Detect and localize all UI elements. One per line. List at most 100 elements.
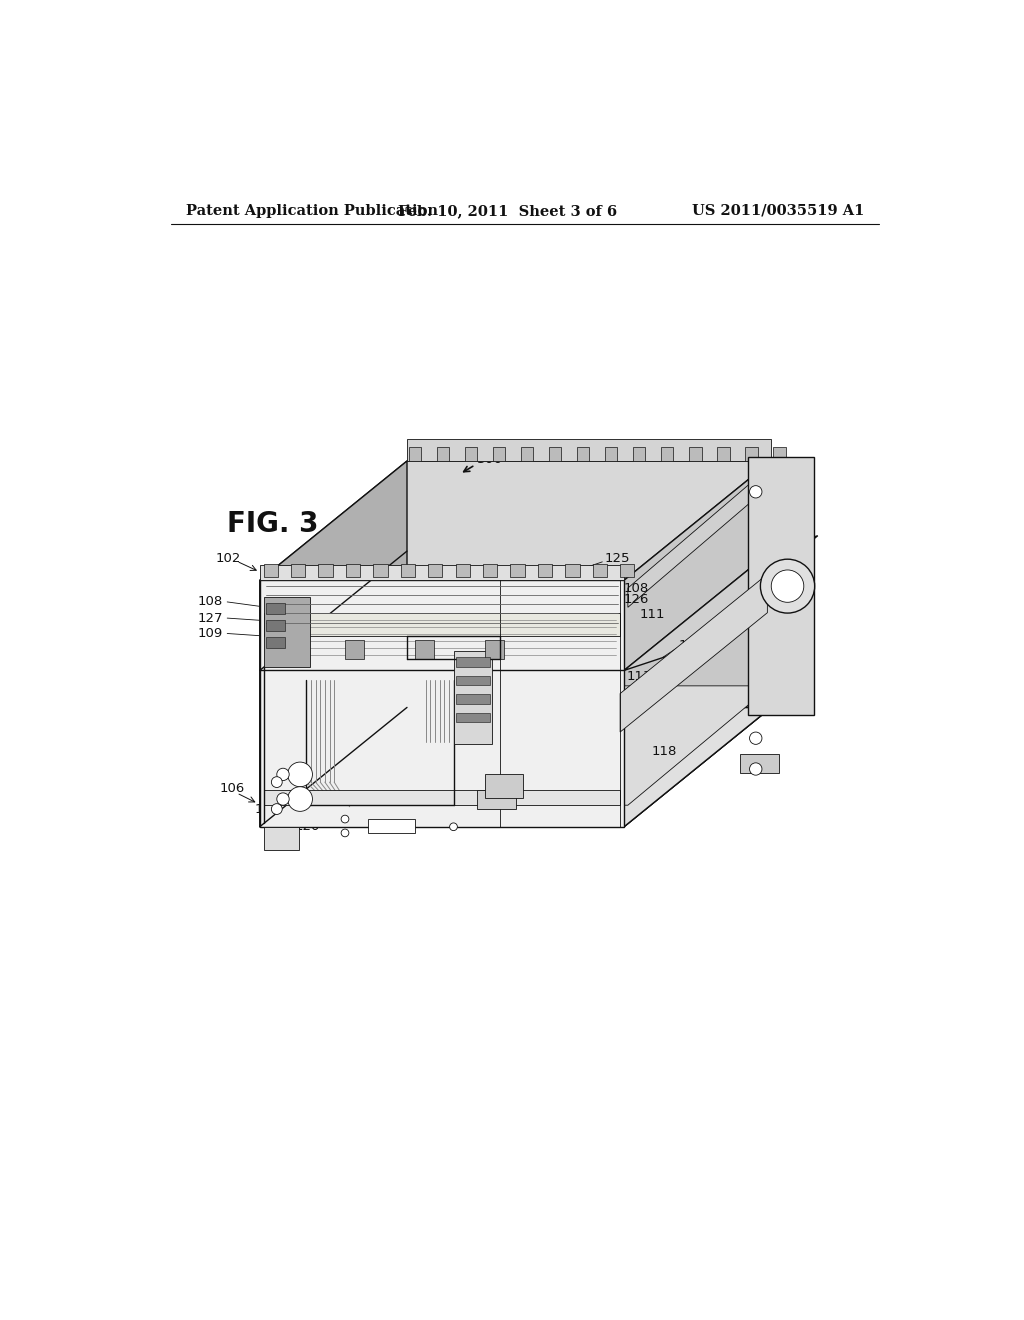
Text: 113: 113	[627, 671, 652, 684]
Circle shape	[750, 763, 762, 775]
Polygon shape	[456, 657, 489, 667]
Text: 118: 118	[651, 744, 677, 758]
Polygon shape	[740, 754, 779, 774]
Polygon shape	[538, 564, 552, 577]
Polygon shape	[628, 469, 767, 607]
Polygon shape	[263, 789, 621, 805]
Text: Feb. 10, 2011  Sheet 3 of 6: Feb. 10, 2011 Sheet 3 of 6	[398, 203, 617, 218]
Polygon shape	[456, 713, 489, 722]
Text: 116: 116	[508, 756, 534, 770]
Polygon shape	[477, 789, 515, 809]
Polygon shape	[633, 447, 645, 461]
Text: 117: 117	[458, 715, 483, 729]
Polygon shape	[318, 564, 333, 577]
Text: 109: 109	[477, 651, 502, 664]
Text: 110: 110	[430, 639, 456, 652]
Polygon shape	[428, 564, 442, 577]
Circle shape	[288, 787, 312, 812]
Polygon shape	[260, 461, 771, 581]
Circle shape	[450, 822, 458, 830]
Polygon shape	[577, 447, 590, 461]
Text: Patent Application Publication: Patent Application Publication	[186, 203, 438, 218]
Text: FIG. 3: FIG. 3	[227, 510, 318, 539]
Polygon shape	[689, 447, 701, 461]
Polygon shape	[260, 708, 771, 826]
Polygon shape	[374, 564, 388, 577]
Polygon shape	[484, 775, 523, 797]
Polygon shape	[549, 447, 561, 461]
Text: 113: 113	[271, 739, 297, 751]
Polygon shape	[456, 694, 489, 704]
Polygon shape	[483, 564, 498, 577]
Polygon shape	[415, 640, 434, 659]
Polygon shape	[621, 564, 635, 577]
Circle shape	[276, 793, 289, 805]
Polygon shape	[465, 447, 477, 461]
Text: 109: 109	[198, 627, 223, 640]
Polygon shape	[484, 640, 504, 659]
Polygon shape	[493, 447, 506, 461]
Text: 108: 108	[198, 595, 223, 609]
Circle shape	[271, 776, 283, 788]
Circle shape	[288, 762, 312, 787]
Polygon shape	[407, 440, 771, 461]
Polygon shape	[260, 581, 624, 826]
Polygon shape	[520, 447, 534, 461]
Text: 117: 117	[593, 735, 618, 748]
Polygon shape	[369, 818, 415, 833]
Polygon shape	[263, 597, 310, 667]
Text: 112: 112	[461, 664, 486, 677]
Polygon shape	[400, 564, 415, 577]
Polygon shape	[263, 826, 299, 850]
Polygon shape	[605, 447, 617, 461]
Text: 108: 108	[624, 582, 649, 594]
Polygon shape	[260, 461, 407, 826]
Text: 300: 300	[477, 451, 503, 466]
Text: 118: 118	[254, 803, 280, 816]
Polygon shape	[456, 676, 489, 685]
Polygon shape	[263, 612, 621, 636]
Text: 127: 127	[198, 611, 223, 624]
Polygon shape	[263, 564, 278, 577]
Polygon shape	[263, 686, 771, 805]
Polygon shape	[346, 564, 360, 577]
Polygon shape	[624, 536, 818, 671]
Text: 107: 107	[399, 643, 425, 656]
Circle shape	[341, 829, 349, 837]
Polygon shape	[291, 564, 305, 577]
Text: 125: 125	[604, 552, 630, 565]
Polygon shape	[624, 461, 771, 826]
Polygon shape	[593, 564, 607, 577]
Polygon shape	[260, 708, 771, 826]
Polygon shape	[266, 638, 286, 648]
Polygon shape	[773, 447, 785, 461]
Text: 111: 111	[640, 607, 665, 620]
Polygon shape	[409, 447, 421, 461]
Circle shape	[271, 804, 283, 814]
Text: 115: 115	[479, 743, 505, 756]
Polygon shape	[456, 564, 470, 577]
Text: 112: 112	[678, 639, 703, 652]
Circle shape	[750, 733, 762, 744]
Circle shape	[771, 570, 804, 602]
Circle shape	[341, 816, 349, 822]
Circle shape	[395, 822, 403, 830]
Polygon shape	[436, 447, 450, 461]
Text: 116: 116	[569, 722, 595, 735]
Circle shape	[761, 560, 815, 612]
Polygon shape	[717, 447, 729, 461]
Polygon shape	[748, 457, 814, 715]
Polygon shape	[345, 640, 365, 659]
Polygon shape	[565, 564, 580, 577]
Polygon shape	[660, 447, 674, 461]
Text: US 2011/0035519 A1: US 2011/0035519 A1	[692, 203, 864, 218]
Polygon shape	[266, 603, 286, 614]
Text: 102: 102	[216, 552, 241, 565]
Polygon shape	[454, 651, 493, 743]
Polygon shape	[266, 620, 286, 631]
Text: 120: 120	[295, 820, 319, 833]
Circle shape	[276, 768, 289, 780]
Polygon shape	[260, 565, 624, 581]
Text: 115: 115	[614, 693, 640, 705]
Polygon shape	[744, 447, 758, 461]
